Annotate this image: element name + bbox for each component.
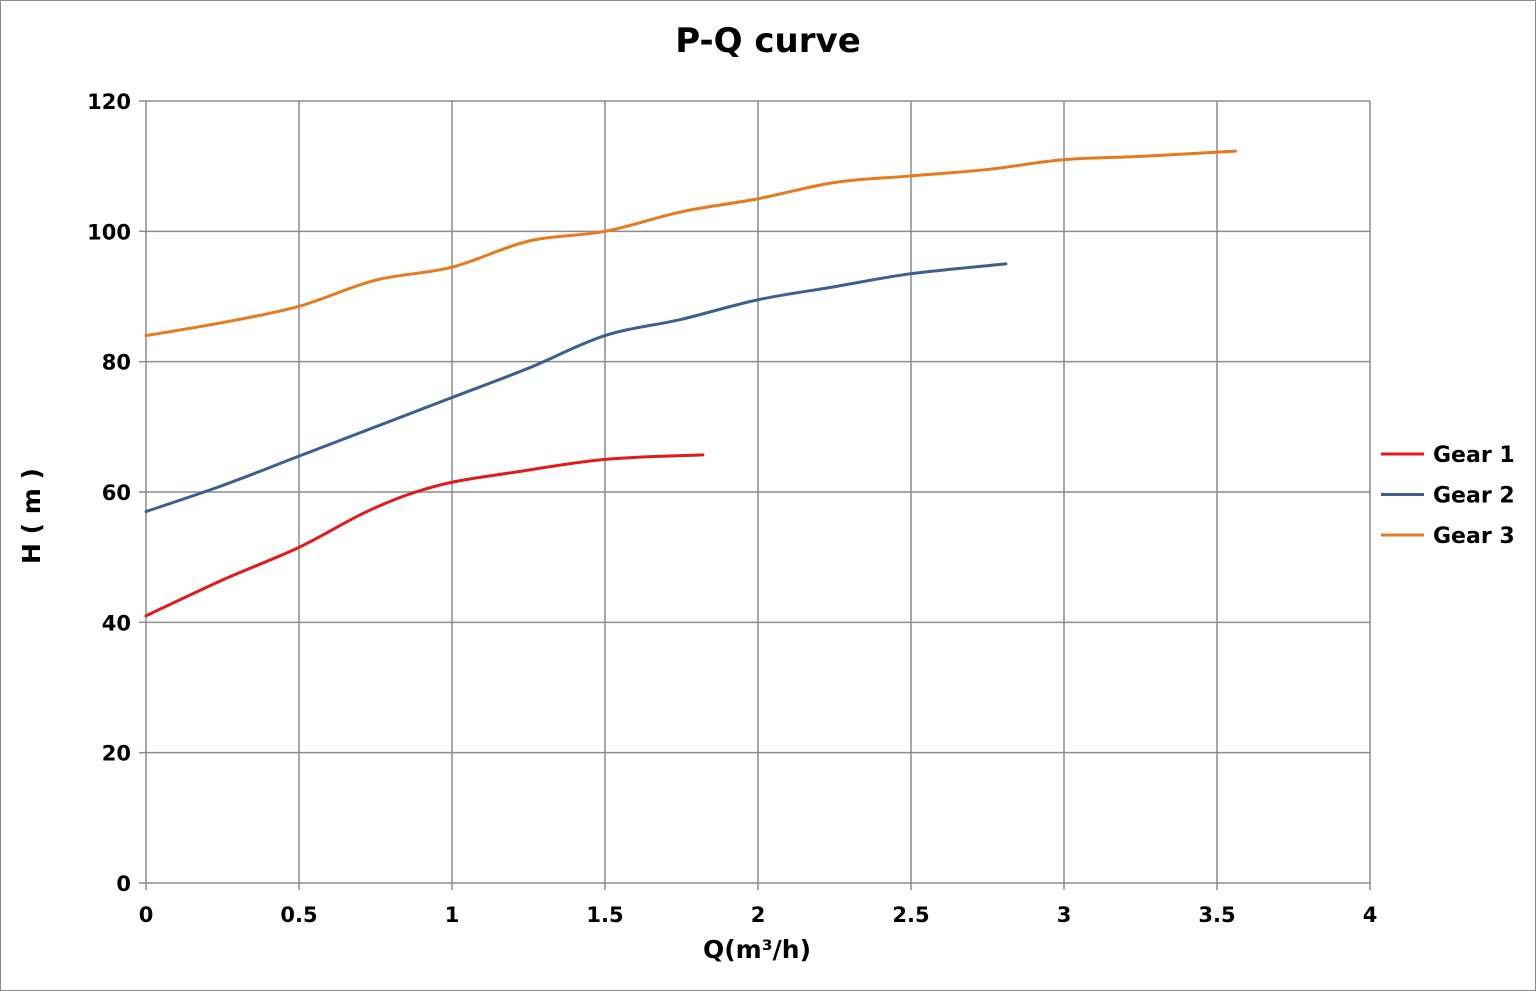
y-tick-label: 20 [102, 742, 131, 766]
legend-label-gear-2: Gear 2 [1433, 484, 1515, 509]
y-tick-label: 0 [116, 872, 131, 896]
series-line-gear-1 [144, 453, 705, 618]
x-tick-label: 3 [1057, 903, 1072, 927]
grid [146, 100, 1371, 883]
x-tick-label: 1.5 [586, 903, 623, 927]
y-tick-label: 120 [87, 90, 131, 114]
y-axis-label: H ( m ) [17, 468, 46, 564]
y-tick-label: 60 [102, 481, 131, 505]
axes [139, 100, 1371, 890]
chart-title: P-Q curve [675, 21, 861, 61]
x-tick-label: 4 [1363, 903, 1378, 927]
legend-label-gear-1: Gear 1 [1433, 443, 1515, 468]
y-tick-label: 40 [102, 611, 131, 635]
x-tick-label: 0 [139, 903, 154, 927]
x-tick-label: 1 [445, 903, 460, 927]
y-tick-label: 100 [87, 220, 131, 244]
y-tick-labels: 0 20 40 60 80 100 120 [87, 90, 131, 896]
x-tick-label: 2.5 [892, 903, 929, 927]
x-tick-label: 0.5 [280, 903, 317, 927]
x-tick-label: 2 [751, 903, 766, 927]
series-line-gear-2 [144, 262, 1008, 514]
x-axis-label: Q(m³/h) [703, 935, 811, 964]
x-tick-label: 3.5 [1198, 903, 1235, 927]
series-lines [144, 149, 1237, 618]
y-tick-label: 80 [102, 351, 131, 375]
series-line-gear-3 [144, 149, 1237, 338]
legend-label-gear-3: Gear 3 [1433, 524, 1515, 549]
x-tick-labels: 0 0.5 1 1.5 2 2.5 3 3.5 4 [139, 903, 1378, 927]
legend: Gear 1 Gear 2 Gear 3 [1381, 443, 1515, 549]
